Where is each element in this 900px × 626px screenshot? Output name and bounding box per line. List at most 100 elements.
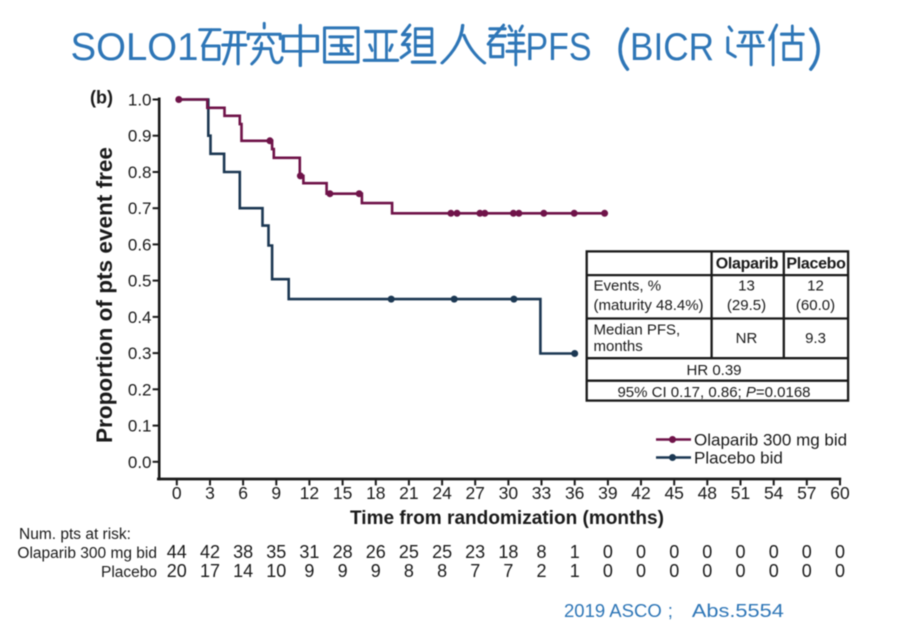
svg-text:0: 0 [603,542,613,562]
svg-text:HR 0.39: HR 0.39 [686,362,741,379]
svg-text:7: 7 [470,561,480,581]
svg-text:18: 18 [366,483,385,503]
svg-text:1: 1 [570,561,580,581]
svg-text:1.0: 1.0 [128,91,152,110]
svg-text:15: 15 [333,483,352,503]
svg-text:(29.5): (29.5) [727,297,766,314]
svg-text:0.4: 0.4 [128,308,152,327]
svg-text:0.6: 0.6 [128,235,152,254]
svg-text:44: 44 [167,542,187,562]
svg-text:1: 1 [570,542,580,562]
svg-text:25: 25 [399,542,419,562]
svg-text:0: 0 [669,561,679,581]
svg-text:9: 9 [271,483,281,503]
svg-text:38: 38 [233,542,253,562]
svg-text:0.2: 0.2 [128,380,152,399]
svg-text:17: 17 [200,561,220,581]
svg-text:25: 25 [432,542,452,562]
svg-text:36: 36 [565,483,584,503]
svg-text:42: 42 [631,483,650,503]
svg-text:0: 0 [769,561,779,581]
svg-text:0: 0 [669,542,679,562]
svg-text:8: 8 [404,561,414,581]
svg-text:42: 42 [200,542,220,562]
svg-text:Olaparib 300 mg bid: Olaparib 300 mg bid [694,431,847,450]
svg-text:54: 54 [764,483,784,503]
svg-text:BICR: BICR [630,26,714,69]
svg-text:0: 0 [802,561,812,581]
svg-text:60: 60 [830,483,850,503]
svg-text:0: 0 [835,542,845,562]
svg-text:0: 0 [172,483,182,503]
svg-text:7: 7 [503,561,513,581]
svg-text:0: 0 [702,542,712,562]
svg-text:(maturity 48.4%): (maturity 48.4%) [594,297,704,314]
svg-text:0.5: 0.5 [128,272,152,291]
svg-text:23: 23 [465,542,485,562]
svg-text:31: 31 [299,542,319,562]
svg-text:9: 9 [371,561,381,581]
svg-text:9.3: 9.3 [805,330,826,347]
svg-text:28: 28 [333,542,353,562]
svg-text:0.7: 0.7 [128,199,152,218]
svg-text:8: 8 [536,542,546,562]
svg-text:0.3: 0.3 [128,344,152,363]
svg-text:Placebo bid: Placebo bid [694,449,783,468]
svg-text:0: 0 [636,542,646,562]
svg-text:0.0: 0.0 [128,453,152,472]
svg-text:57: 57 [797,483,816,503]
svg-text:Olaparib: Olaparib [716,256,779,273]
svg-text:0: 0 [735,542,745,562]
svg-text:2: 2 [536,561,546,581]
svg-text:Proportion of pts event free: Proportion of pts event free [92,147,117,443]
svg-text:9: 9 [304,561,314,581]
svg-text:21: 21 [399,483,418,503]
svg-text:8: 8 [437,561,447,581]
svg-text:18: 18 [498,542,518,562]
svg-text:51: 51 [731,483,750,503]
svg-text:13: 13 [738,278,755,295]
svg-text:0: 0 [835,561,845,581]
svg-text:0.8: 0.8 [128,163,152,182]
svg-text:95% CI 0.17, 0.86; P=0.0168: 95% CI 0.17, 0.86; P=0.0168 [617,384,810,401]
svg-text:(60.0): (60.0) [796,297,835,314]
svg-text:33: 33 [532,483,551,503]
svg-text:9: 9 [338,561,348,581]
svg-text:20: 20 [167,561,187,581]
svg-text:Num. pts at risk:: Num. pts at risk: [19,526,131,543]
svg-text:26: 26 [366,542,386,562]
svg-text:0: 0 [702,561,712,581]
svg-text:SOLO1: SOLO1 [71,26,199,69]
svg-text:0.9: 0.9 [128,127,152,146]
svg-text:Placebo: Placebo [786,256,846,273]
svg-text:0: 0 [735,561,745,581]
svg-text:45: 45 [664,483,683,503]
svg-text:27: 27 [465,483,484,503]
svg-text:10: 10 [266,561,286,581]
svg-text:0: 0 [769,542,779,562]
svg-text:Time from randomization (month: Time from randomization (months) [350,507,664,529]
svg-text:12: 12 [807,278,824,295]
svg-text:months: months [594,338,643,355]
svg-text:6: 6 [238,483,248,503]
svg-text:14: 14 [233,561,253,581]
svg-text:2019 ASCO;Abs.5554: 2019 ASCO; Abs.5554 [564,600,784,621]
svg-text:39: 39 [598,483,617,503]
svg-text:3: 3 [205,483,215,503]
svg-text:30: 30 [499,483,519,503]
svg-text:Events, %: Events, % [594,278,662,295]
svg-text:12: 12 [300,483,319,503]
svg-text:0.1: 0.1 [128,417,152,436]
svg-text:35: 35 [266,542,286,562]
svg-text:PFS: PFS [526,26,592,69]
svg-text:0: 0 [603,561,613,581]
svg-text:Placebo: Placebo [101,564,157,581]
svg-text:Olaparib 300 mg bid: Olaparib 300 mg bid [17,545,157,562]
svg-text:24: 24 [432,483,452,503]
svg-text:0: 0 [636,561,646,581]
svg-text:48: 48 [698,483,717,503]
svg-text:Median PFS,: Median PFS, [594,322,681,339]
svg-text:(b): (b) [90,88,113,108]
svg-text:0: 0 [802,542,812,562]
svg-text:NR: NR [736,330,758,347]
